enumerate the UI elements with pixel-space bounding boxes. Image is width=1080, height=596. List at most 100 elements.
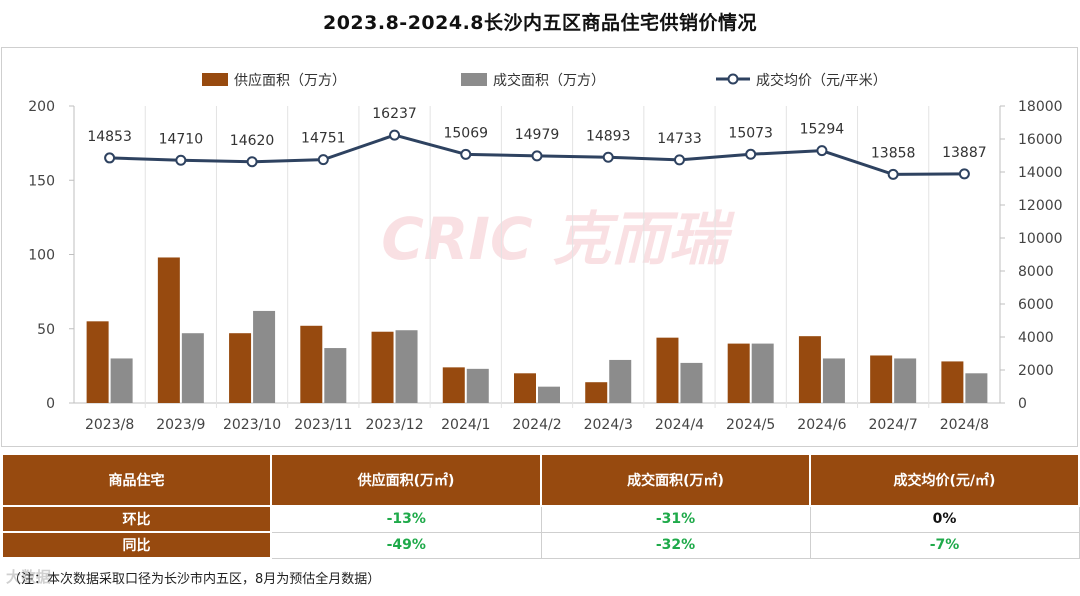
bottom-watermark: 大数据 [6,568,52,586]
price-point [887,168,899,180]
summary-table: 商品住宅 供应面积(万㎡) 成交面积(万㎡) 成交均价(元/㎡) 环比 -13%… [1,453,1080,559]
supply-bar [798,336,821,403]
left-tick-label: 0 [46,396,55,412]
price-point [317,154,329,166]
x-tick-label: 2024/4 [655,417,704,433]
price-point [745,148,757,160]
legend-swatch [461,73,487,86]
page-title: 2023.8-2024.8长沙内五区商品住宅供销价情况 [322,12,758,34]
price-data-label: 14620 [230,133,275,149]
right-tick-label: 14000 [1018,165,1063,181]
price-cell: -7% [809,531,1080,559]
table-row: 环比 -13% -31% 0% [1,505,1080,533]
deal-bar [181,333,204,403]
price-data-label: 14979 [515,127,560,143]
supply-bar [442,367,465,403]
deal-bar [395,330,418,403]
table-header: 成交均价(元/㎡) [809,453,1080,507]
price-point [460,148,472,160]
price-point [389,129,401,141]
deal-bar [751,343,774,403]
x-tick-label: 2023/8 [85,417,134,433]
price-cell: 0% [809,505,1080,533]
price-data-label: 15294 [800,122,845,138]
price-point [531,150,543,162]
deal-bar [538,386,560,403]
supply-bar [870,355,893,403]
supply-bar [514,373,536,403]
price-data-label: 14710 [159,131,204,147]
combo-chart: CRIC 克而瑞05010015020002000400060008000100… [28,72,1063,433]
price-point [816,145,828,157]
x-tick-label: 2024/3 [584,417,633,433]
price-data-label: 15073 [728,125,773,141]
legend-marker [727,73,739,85]
price-point [104,152,116,164]
left-tick-label: 150 [28,173,55,189]
price-point [602,151,614,163]
deal-bar [324,348,347,403]
table-row: 同比 -49% -32% -7% [1,531,1080,559]
legend-label: 成交面积（万方） [493,72,605,89]
price-data-label: 13858 [871,145,916,161]
price-data-label: 15069 [443,125,488,141]
supply-bar [371,331,394,403]
supply-bar [656,337,679,403]
price-data-label: 14893 [586,128,631,144]
supply-bar [157,257,180,403]
deal-bar [253,310,276,403]
table-header: 供应面积(万㎡) [270,453,542,507]
deal-cell: -31% [540,505,811,533]
price-point [673,154,685,166]
x-tick-label: 2023/9 [156,417,205,433]
price-data-label: 13887 [942,145,987,161]
right-tick-label: 4000 [1018,330,1054,346]
supply-bar [300,325,323,403]
left-tick-label: 200 [28,99,55,115]
deal-bar [680,362,703,403]
x-tick-label: 2024/8 [940,417,989,433]
left-tick-label: 50 [37,322,55,338]
legend-swatch [202,73,228,86]
price-point [958,168,970,180]
supply-bar [727,343,750,403]
supply-bar [941,361,964,403]
right-tick-label: 12000 [1018,198,1063,214]
row-label: 环比 [1,505,272,533]
deal-bar [466,368,489,403]
x-tick-label: 2024/5 [726,417,775,433]
row-label: 同比 [1,531,272,559]
deal-bar [965,373,988,403]
right-tick-label: 8000 [1018,264,1054,280]
x-tick-label: 2023/12 [365,417,423,433]
right-tick-label: 6000 [1018,297,1054,313]
supply-bar [585,382,608,403]
right-tick-label: 16000 [1018,132,1063,148]
price-data-label: 14853 [87,129,132,145]
legend-label: 成交均价（元/平米） [756,72,887,89]
deal-cell: -32% [540,531,811,559]
supply-cell: -13% [270,505,542,533]
deal-bar [894,358,917,403]
deal-bar [110,358,133,403]
right-tick-label: 18000 [1018,99,1063,115]
right-tick-label: 0 [1018,396,1027,412]
supply-cell: -49% [270,531,542,559]
price-point [246,156,258,168]
price-data-label: 16237 [372,106,417,122]
footnote: （注：本次数据采取口径为长沙市内五区，8月为预估全月数据） [8,572,381,587]
supply-bar [229,333,252,403]
right-tick-label: 2000 [1018,363,1054,379]
deal-bar [609,359,632,403]
x-tick-label: 2024/6 [797,417,846,433]
deal-bar [822,358,845,403]
chart-watermark: CRIC 克而瑞 [381,205,736,273]
table-header-row: 商品住宅 供应面积(万㎡) 成交面积(万㎡) 成交均价(元/㎡) [1,453,1080,507]
x-tick-label: 2024/1 [441,417,490,433]
chart-frame: CRIC 克而瑞 0 50 100 150 200 0 2000 4000 6000 8000 100… [1,47,1078,447]
x-tick-label: 2023/10 [223,417,281,433]
right-tick-label: 10000 [1018,231,1063,247]
table-header: 成交面积(万㎡) [540,453,811,507]
price-point [175,154,187,166]
price-data-label: 14733 [657,131,702,147]
